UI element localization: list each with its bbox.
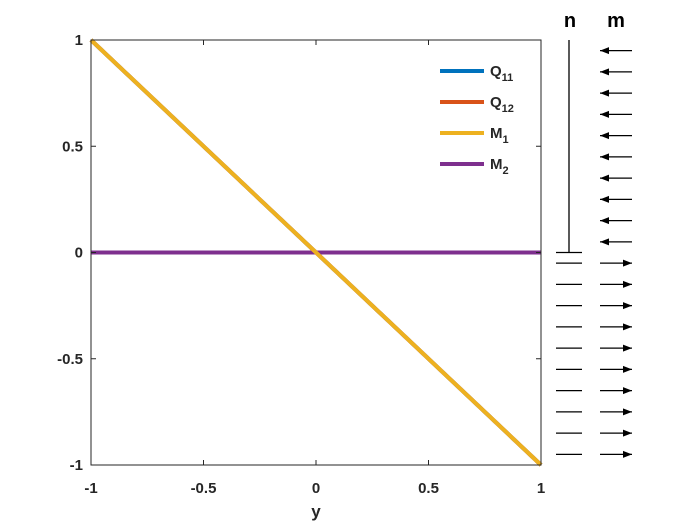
m-arrow-right: [600, 450, 632, 458]
m-arrow-right: [600, 429, 632, 437]
y-tick-label: -1: [70, 457, 83, 474]
m-arrow-left: [600, 47, 632, 55]
x-axis-label: y: [311, 502, 321, 521]
m-arrow-left: [600, 153, 632, 161]
y-tick-label: -0.5: [57, 351, 83, 368]
x-tick-label: 0: [312, 480, 320, 497]
series-line-m1: [89, 38, 543, 467]
m-arrow-right: [600, 302, 632, 310]
m-diagram: [600, 47, 632, 458]
x-tick-label: -0.5: [191, 480, 217, 497]
x-tick-label: 0.5: [418, 480, 439, 497]
m-arrow-left: [600, 195, 632, 203]
m-arrow-right: [600, 280, 632, 288]
m-arrow-right: [600, 323, 632, 331]
y-tick-label: 0: [75, 245, 83, 262]
x-tick-label: -1: [84, 480, 97, 497]
m-arrow-right: [600, 365, 632, 373]
m-arrow-left: [600, 89, 632, 97]
m-arrow-left: [600, 68, 632, 76]
m-arrow-left: [600, 174, 632, 182]
series-layer: [89, 38, 543, 467]
y-tick-label: 1: [75, 32, 83, 49]
x-axis-ticks: -1 -0.5 0 0.5 1: [84, 40, 545, 497]
m-arrow-right: [600, 344, 632, 352]
m-arrow-left: [600, 110, 632, 118]
x-tick-label: 1: [537, 480, 545, 497]
m-arrow-left: [600, 238, 632, 246]
n-diagram: [556, 40, 582, 456]
m-arrow-right: [600, 387, 632, 395]
y-tick-label: 0.5: [62, 138, 83, 155]
m-arrow-left: [600, 132, 632, 140]
m-arrow-left: [600, 217, 632, 225]
m-arrow-right: [600, 408, 632, 416]
m-arrow-right: [600, 259, 632, 267]
y-axis-ticks: -1 -0.5 0 0.5 1: [57, 32, 541, 474]
force-diagram: n m: [556, 10, 632, 458]
m-label: m: [607, 10, 625, 32]
n-label: n: [564, 10, 576, 32]
